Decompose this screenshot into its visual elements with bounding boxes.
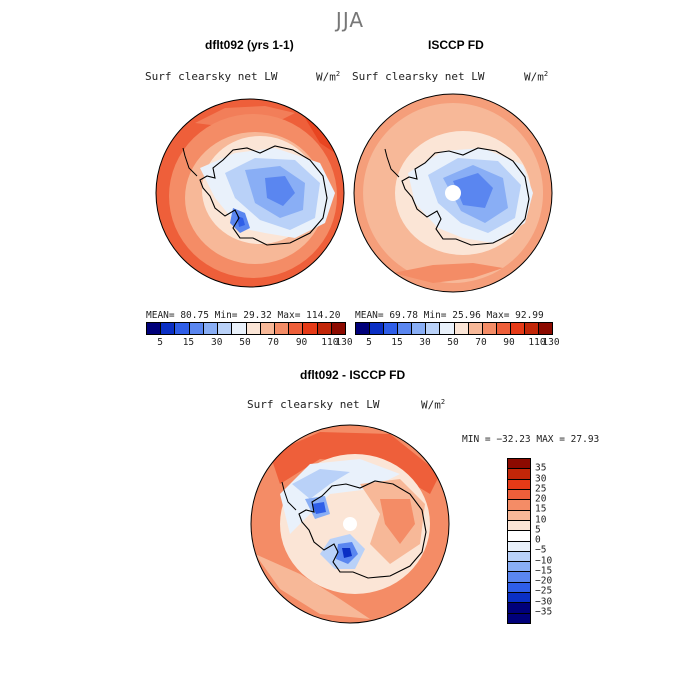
panel2-map bbox=[353, 93, 553, 293]
colorbar-swatch bbox=[482, 323, 497, 334]
colorbar-tick-label: 15 bbox=[391, 337, 403, 348]
colorbar-tick-label: 90 bbox=[503, 337, 515, 348]
colorbar-swatch bbox=[147, 323, 162, 334]
colorbar-swatch bbox=[508, 520, 530, 532]
colorbar-swatch bbox=[203, 323, 219, 334]
colorbar-swatch bbox=[508, 500, 530, 511]
colorbar-tick-label: −30 bbox=[535, 596, 553, 607]
colorbar-tick-label: 30 bbox=[210, 337, 223, 348]
colorbar-tick-label: −10 bbox=[535, 555, 553, 566]
colorbar-tick-label: 20 bbox=[535, 493, 547, 505]
colorbar-swatch bbox=[331, 323, 346, 334]
colorbar-tick-label: 90 bbox=[295, 337, 308, 348]
panel1-map bbox=[155, 98, 345, 288]
colorbar-swatch bbox=[189, 323, 204, 334]
panel3-units: W/m2 bbox=[421, 398, 446, 412]
colorbar-tick-label: 110 bbox=[528, 337, 546, 348]
colorbar-swatch bbox=[508, 613, 530, 623]
panel2-units: W/m2 bbox=[524, 70, 549, 84]
colorbar-swatch bbox=[508, 489, 530, 501]
colorbar-swatch bbox=[508, 562, 530, 573]
panel3-stats: MIN = −32.23 MAX = 27.93 bbox=[462, 434, 600, 445]
colorbar-swatch bbox=[317, 323, 332, 334]
colorbar-tick-label: −25 bbox=[535, 585, 553, 597]
panel1-colorbar bbox=[146, 322, 346, 335]
colorbar-tick-label: 110 bbox=[321, 337, 339, 348]
colorbar-tick-label: 130 bbox=[335, 337, 353, 348]
panel3-variable: Surf clearsky net LW bbox=[247, 398, 380, 411]
colorbar-tick-label: 30 bbox=[535, 473, 547, 484]
colorbar-swatch bbox=[508, 541, 530, 552]
colorbar-swatch bbox=[508, 572, 530, 583]
panel2-stats: MEAN= 69.78 Min= 25.96 Max= 92.99 bbox=[355, 310, 544, 321]
colorbar-tick-label: −5 bbox=[535, 544, 547, 556]
panel2-variable: Surf clearsky net LW bbox=[352, 70, 485, 83]
panel1-units: W/m2 bbox=[316, 70, 341, 84]
colorbar-tick-label: 5 bbox=[366, 337, 372, 348]
colorbar-swatch bbox=[260, 323, 275, 334]
colorbar-swatch bbox=[508, 593, 530, 604]
panel2-colorbar bbox=[355, 322, 553, 335]
colorbar-swatch bbox=[508, 551, 530, 563]
colorbar-tick-label: 5 bbox=[157, 337, 164, 348]
colorbar-tick-label: 30 bbox=[419, 337, 431, 348]
colorbar-swatch bbox=[508, 603, 530, 614]
colorbar-swatch bbox=[440, 323, 455, 334]
colorbar-swatch bbox=[508, 459, 530, 470]
colorbar-tick-label: 5 bbox=[535, 524, 541, 536]
colorbar-tick-label: 50 bbox=[447, 337, 459, 348]
panel1-stats: MEAN= 80.75 Min= 29.32 Max= 114.20 bbox=[146, 310, 341, 321]
colorbar-swatch bbox=[384, 323, 399, 334]
colorbar-swatch bbox=[508, 531, 530, 542]
colorbar-swatch bbox=[508, 469, 530, 480]
panel3-colorbar bbox=[507, 458, 531, 624]
colorbar-swatch bbox=[246, 323, 261, 334]
colorbar-tick-label: −20 bbox=[535, 575, 553, 587]
colorbar-tick-label: −35 bbox=[535, 606, 553, 618]
colorbar-tick-label: 10 bbox=[535, 514, 547, 525]
colorbar-swatch bbox=[510, 323, 525, 334]
colorbar-tick-label: 0 bbox=[535, 534, 541, 546]
colorbar-swatch bbox=[508, 479, 530, 490]
colorbar-tick-label: 25 bbox=[535, 483, 547, 495]
colorbar-tick-label: 70 bbox=[475, 337, 487, 348]
panel3-map bbox=[250, 424, 450, 624]
colorbar-swatch bbox=[303, 323, 318, 334]
colorbar-swatch bbox=[508, 510, 530, 521]
colorbar-swatch bbox=[289, 323, 304, 334]
colorbar-swatch bbox=[218, 323, 233, 334]
colorbar-swatch bbox=[539, 323, 553, 334]
panel1-variable: Surf clearsky net LW bbox=[145, 70, 278, 83]
colorbar-tick-label: 35 bbox=[535, 462, 547, 474]
colorbar-tick-label: 15 bbox=[182, 337, 195, 348]
colorbar-swatch bbox=[274, 323, 290, 334]
panel3-title: dflt092 - ISCCP FD bbox=[300, 368, 406, 382]
panel1-title: dflt092 (yrs 1-1) bbox=[205, 38, 294, 52]
colorbar-swatch bbox=[356, 323, 371, 334]
colorbar-swatch bbox=[232, 323, 247, 334]
panel2-title: ISCCP FD bbox=[428, 38, 484, 52]
colorbar-tick-label: −15 bbox=[535, 565, 553, 577]
colorbar-swatch bbox=[161, 323, 176, 334]
colorbar-swatch bbox=[175, 323, 190, 334]
colorbar-swatch bbox=[426, 323, 441, 334]
colorbar-swatch bbox=[468, 323, 483, 334]
colorbar-tick-label: 15 bbox=[535, 503, 547, 515]
colorbar-tick-label: 130 bbox=[542, 337, 560, 348]
colorbar-swatch bbox=[412, 323, 427, 334]
colorbar-swatch bbox=[454, 323, 469, 334]
colorbar-swatch bbox=[524, 323, 540, 334]
colorbar-swatch bbox=[398, 323, 413, 334]
colorbar-tick-label: 50 bbox=[239, 337, 251, 348]
colorbar-swatch bbox=[508, 582, 530, 594]
colorbar-swatch bbox=[496, 323, 511, 334]
season-title: JJA bbox=[335, 8, 365, 32]
colorbar-tick-label: 70 bbox=[267, 337, 280, 348]
colorbar-swatch bbox=[370, 323, 385, 334]
